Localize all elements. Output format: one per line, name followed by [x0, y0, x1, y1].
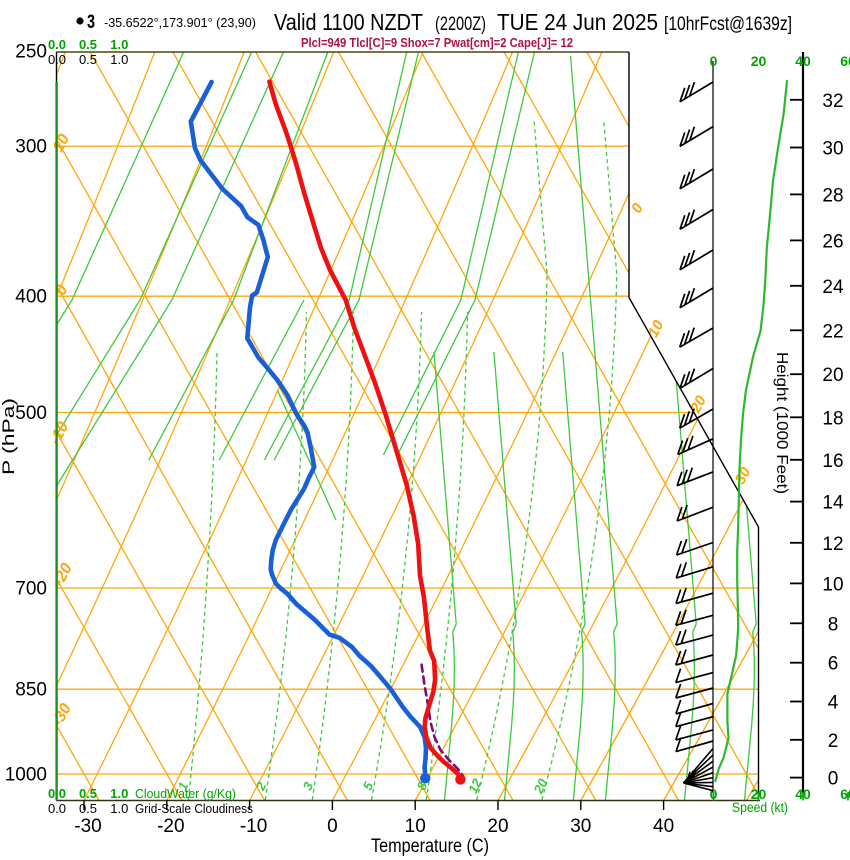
svg-text:Temperature (C): Temperature (C): [371, 836, 489, 857]
svg-text:0.5: 0.5: [79, 801, 97, 816]
svg-text:60: 60: [840, 786, 850, 802]
svg-text:0: 0: [710, 53, 718, 69]
svg-text:CloudWater (g/Kg): CloudWater (g/Kg): [135, 786, 236, 801]
svg-text:0.5: 0.5: [79, 52, 97, 67]
svg-text:TUE 24 Jun 2025: TUE 24 Jun 2025: [497, 9, 658, 35]
svg-text:10: 10: [405, 816, 426, 837]
svg-text:Speed (kt): Speed (kt): [732, 799, 788, 815]
svg-text:400: 400: [15, 287, 47, 308]
svg-text:0.0: 0.0: [48, 801, 66, 816]
svg-text:40: 40: [795, 53, 811, 69]
svg-text:20: 20: [530, 776, 550, 797]
svg-text:2: 2: [828, 731, 839, 752]
svg-text:1.0: 1.0: [110, 801, 128, 816]
svg-text:-20: -20: [157, 816, 184, 837]
svg-text:-10: -10: [240, 816, 267, 837]
svg-text:700: 700: [15, 579, 47, 600]
svg-text:850: 850: [15, 680, 47, 701]
svg-text:30: 30: [822, 139, 843, 160]
svg-text:8: 8: [828, 614, 839, 635]
svg-text:24: 24: [822, 277, 844, 298]
svg-text:300: 300: [15, 137, 47, 158]
svg-text:(2200Z): (2200Z): [435, 14, 486, 35]
svg-text:1.0: 1.0: [110, 786, 128, 801]
svg-text:1.0: 1.0: [110, 37, 128, 52]
svg-text:-30: -30: [74, 816, 101, 837]
svg-text:30: 30: [732, 464, 755, 487]
svg-text:500: 500: [15, 403, 47, 424]
svg-text:3: 3: [87, 12, 95, 33]
svg-text:6: 6: [828, 654, 839, 675]
svg-text:0.5: 0.5: [79, 37, 97, 52]
svg-text:32: 32: [822, 91, 843, 112]
svg-text:10: 10: [822, 574, 843, 595]
svg-text:0.0: 0.0: [48, 52, 66, 67]
svg-text:14: 14: [822, 493, 844, 514]
svg-text:[10hrFcst@1639z]: [10hrFcst@1639z]: [664, 13, 792, 35]
svg-text:0.0: 0.0: [48, 786, 66, 801]
svg-text:20: 20: [822, 365, 843, 386]
svg-text:26: 26: [822, 231, 843, 252]
svg-text:20: 20: [751, 53, 767, 69]
svg-text:18: 18: [822, 408, 843, 429]
svg-text:250: 250: [15, 42, 47, 63]
svg-text:22: 22: [822, 321, 843, 342]
svg-text:-35.6522°,173.901° (23,90): -35.6522°,173.901° (23,90): [104, 16, 256, 30]
svg-text:0.0: 0.0: [48, 37, 66, 52]
svg-text:Valid 1100 NZDT: Valid 1100 NZDT: [274, 9, 423, 35]
svg-text:0: 0: [828, 769, 839, 790]
svg-text:1000: 1000: [5, 765, 47, 786]
svg-text:12: 12: [465, 776, 485, 796]
svg-text:20: 20: [487, 816, 508, 837]
svg-text:4: 4: [828, 693, 839, 714]
svg-text:0.5: 0.5: [79, 786, 97, 801]
svg-text:P (hPa): P (hPa): [0, 398, 18, 475]
svg-text:30: 30: [570, 816, 591, 837]
svg-text:Grid-Scale Cloudiness: Grid-Scale Cloudiness: [135, 801, 253, 816]
svg-text:16: 16: [822, 451, 843, 472]
svg-text:Plcl=949 Tlcl[C]=9 Shox=7 Pwat: Plcl=949 Tlcl[C]=9 Shox=7 Pwat[cm]=2 Cap…: [301, 35, 573, 50]
svg-text:Height (1000 Feet): Height (1000 Feet): [773, 352, 790, 494]
svg-text:60: 60: [840, 53, 850, 69]
svg-text:0: 0: [327, 816, 338, 837]
svg-text:1.0: 1.0: [110, 52, 128, 67]
svg-text:40: 40: [653, 816, 674, 837]
svg-text:28: 28: [822, 185, 843, 206]
svg-text:12: 12: [822, 534, 843, 555]
